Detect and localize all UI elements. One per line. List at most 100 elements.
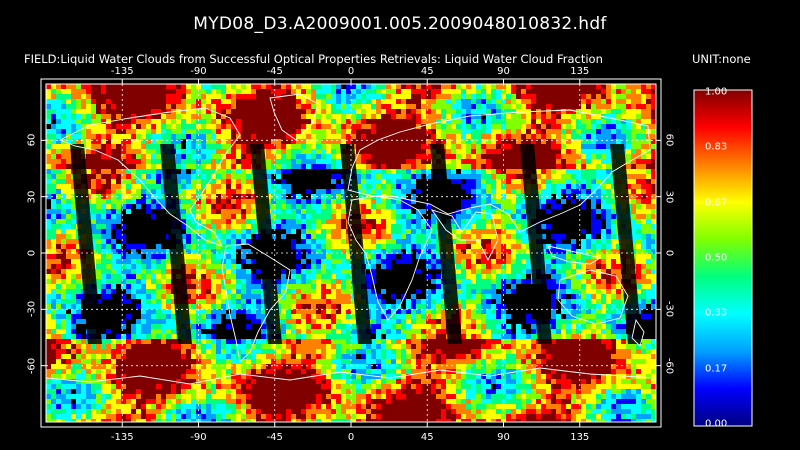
field-cell <box>466 129 471 134</box>
field-cell <box>366 184 371 189</box>
field-cell <box>306 109 311 114</box>
field-cell <box>481 144 486 149</box>
field-cell <box>481 289 486 294</box>
field-cell <box>491 179 496 184</box>
field-cell <box>386 94 391 99</box>
field-cell <box>126 209 131 214</box>
field-cell <box>381 289 386 294</box>
field-cell <box>236 149 241 154</box>
field-cell <box>226 154 231 159</box>
field-cell <box>71 134 76 139</box>
field-cell <box>331 119 336 124</box>
field-cell <box>386 229 391 234</box>
field-cell <box>81 139 86 144</box>
field-cell <box>641 254 646 259</box>
field-cell <box>646 159 651 164</box>
field-cell <box>361 104 366 109</box>
field-cell <box>526 94 531 99</box>
field-cell <box>346 239 351 244</box>
field-cell <box>71 109 76 114</box>
field-cell <box>501 204 506 209</box>
field-cell <box>566 89 571 94</box>
field-cell <box>56 89 61 94</box>
field-cell <box>216 179 221 184</box>
field-cell <box>196 274 201 279</box>
field-cell <box>516 244 521 249</box>
field-cell <box>611 84 616 89</box>
field-cell <box>386 234 391 239</box>
field-cell <box>481 204 486 209</box>
field-cell <box>511 224 516 229</box>
field-cell <box>166 249 171 254</box>
field-cell <box>331 109 336 114</box>
field-cell <box>86 129 91 134</box>
field-cell <box>556 269 561 274</box>
field-cell <box>96 249 101 254</box>
field-cell <box>481 234 486 239</box>
field-cell <box>316 89 321 94</box>
field-cell <box>131 244 136 249</box>
field-cell <box>591 84 596 89</box>
field-cell <box>436 279 441 284</box>
field-cell <box>236 264 241 269</box>
field-cell <box>131 129 136 134</box>
field-cell <box>326 99 331 104</box>
field-cell <box>471 229 476 234</box>
field-cell <box>411 234 416 239</box>
field-cell <box>561 154 566 159</box>
field-cell <box>606 204 611 209</box>
field-cell <box>111 179 116 184</box>
field-cell <box>151 259 156 264</box>
field-cell <box>201 164 206 169</box>
field-cell <box>356 139 361 144</box>
field-cell <box>516 124 521 129</box>
field-cell <box>161 259 166 264</box>
field-cell <box>641 124 646 129</box>
field-cell <box>206 214 211 219</box>
field-cell <box>361 204 366 209</box>
field-cell <box>411 224 416 229</box>
field-cell <box>316 114 321 119</box>
field-cell <box>131 114 136 119</box>
field-cell <box>616 269 621 274</box>
field-cell <box>276 84 281 89</box>
field-cell <box>181 134 186 139</box>
field-cell <box>586 124 591 129</box>
field-cell <box>111 144 116 149</box>
field-cell <box>501 139 506 144</box>
field-cell <box>101 139 106 144</box>
field-cell <box>316 104 321 109</box>
field-cell <box>336 119 341 124</box>
field-cell <box>171 309 176 314</box>
field-cell <box>226 159 231 164</box>
field-cell <box>101 289 106 294</box>
field-cell <box>191 304 196 309</box>
field-cell <box>381 184 386 189</box>
field-cell <box>426 104 431 109</box>
field-cell <box>221 144 226 149</box>
field-cell <box>466 99 471 104</box>
field-cell <box>491 139 496 144</box>
field-cell <box>196 269 201 274</box>
field-cell <box>56 119 61 124</box>
field-cell <box>76 274 81 279</box>
field-cell <box>346 259 351 264</box>
field-cell <box>91 94 96 99</box>
field-cell <box>161 304 166 309</box>
field-cell <box>386 194 391 199</box>
field-cell <box>81 119 86 124</box>
field-cell <box>236 184 241 189</box>
field-cell <box>606 254 611 259</box>
field-cell <box>471 179 476 184</box>
field-cell <box>651 189 656 194</box>
field-cell <box>366 254 371 259</box>
field-cell <box>101 119 106 124</box>
field-cell <box>421 239 426 244</box>
field-cell <box>46 104 51 109</box>
field-cell <box>291 279 296 284</box>
field-cell <box>391 149 396 154</box>
field-cell <box>126 274 131 279</box>
field-cell <box>291 269 296 274</box>
field-cell <box>216 114 221 119</box>
field-cell <box>556 179 561 184</box>
